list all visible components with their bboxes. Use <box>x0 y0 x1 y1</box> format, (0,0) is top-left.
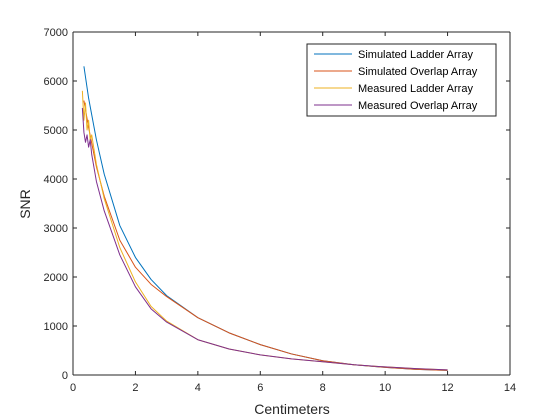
series-layer <box>81 66 448 371</box>
x-tick-label: 8 <box>320 382 326 394</box>
x-tick-label: 12 <box>441 382 453 394</box>
x-tick-label: 2 <box>132 382 138 394</box>
y-tick-label: 3000 <box>44 223 68 235</box>
y-tick-label: 5000 <box>44 125 68 137</box>
axes <box>72 31 511 376</box>
x-axis-label: Centimeters <box>254 401 329 417</box>
y-axis-label: SNR <box>17 189 33 219</box>
series-line-4 <box>81 107 448 371</box>
legend-label-1: Simulated Ladder Array <box>358 49 473 61</box>
x-tick-label: 0 <box>70 382 76 394</box>
legend: Simulated Ladder Array Simulated Overlap … <box>306 43 497 117</box>
y-tick-label: 2000 <box>44 272 68 284</box>
x-tick-label: 10 <box>379 382 391 394</box>
legend-box <box>306 43 497 117</box>
y-tick-label: 6000 <box>44 76 68 88</box>
legend-label-4: Measured Overlap Array <box>358 100 478 112</box>
y-tick-label: 7000 <box>44 27 68 39</box>
legend-label-3: Measured Ladder Array <box>358 83 473 95</box>
y-tick-label: 4000 <box>44 174 68 186</box>
x-tick-label: 14 <box>504 382 516 394</box>
x-tick-label: 4 <box>195 382 201 394</box>
legend-label-2: Simulated Overlap Array <box>358 66 478 78</box>
y-tick-label: 1000 <box>44 321 68 333</box>
x-tick-label: 6 <box>257 382 263 394</box>
y-tick-label: 0 <box>62 370 68 382</box>
tick-layer: 0 2 4 6 8 10 12 14 0 1000 2000 3000 4000 5000 6000 7000 <box>44 27 517 394</box>
